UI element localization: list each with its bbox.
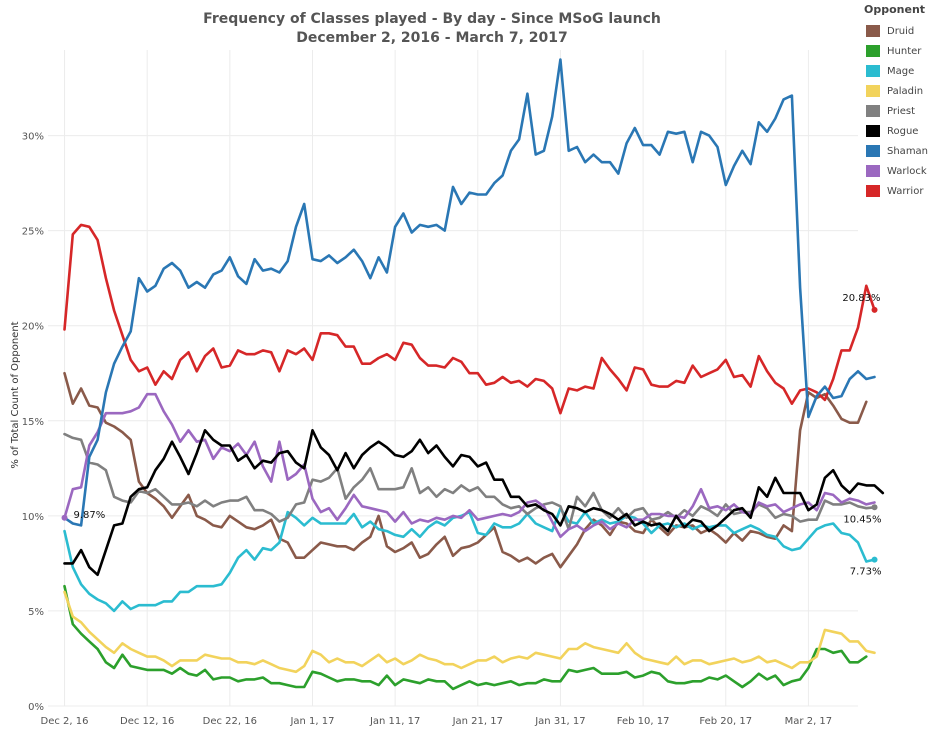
x-tick-label: Jan 21, 17 [452,716,503,727]
legend-title: Opponent [864,3,926,16]
annotation-marker-mage [871,556,878,563]
x-tick-label: Mar 2, 17 [785,716,833,727]
legend-swatch [866,25,880,37]
legend-item-rogue[interactable]: Rogue [862,121,941,141]
legend-label: Hunter [887,45,922,57]
legend-label: Mage [887,65,915,77]
x-tick-label: Dec 12, 16 [120,716,174,727]
legend-label: Druid [887,25,915,37]
legend-item-shaman[interactable]: Shaman [862,141,941,161]
series-line-hunter [63,584,868,691]
annotation-label-priest: 10.45% [843,514,881,525]
annotation-label-mage: 7.73% [850,567,882,578]
legend-item-hunter[interactable]: Hunter [862,41,941,61]
legend-swatch [866,125,880,137]
x-tick-label: Feb 20, 17 [699,716,752,727]
y-tick-label: 10% [22,512,44,523]
gridlines [48,50,858,707]
legend-label: Warlock [887,165,927,177]
legend: Opponent Druid Hunter Mage Paladin Priest Rog… [862,3,941,201]
legend-item-druid[interactable]: Druid [862,21,941,41]
y-tick-label: 0% [28,702,44,713]
annotation-marker-warlock [61,514,68,521]
y-axis: 0% 5% 10% 15% 20% 25% 30% [22,132,44,713]
legend-label: Rogue [887,125,919,137]
legend-label: Warrior [887,185,924,197]
x-tick-label: Jan 11, 17 [369,716,420,727]
y-tick-label: 5% [28,607,44,618]
legend-swatch [866,65,880,77]
annotation-marker-warrior [871,306,878,313]
series-lines [63,58,885,691]
legend-swatch [866,165,880,177]
legend-item-warlock[interactable]: Warlock [862,161,941,181]
x-tick-label: Dec 2, 16 [41,716,89,727]
annotation-label-warlock: 9.87% [74,510,106,521]
chart-subtitle: December 2, 2016 - March 7, 2017 [296,30,568,46]
legend-item-priest[interactable]: Priest [862,101,941,121]
legend-swatch [866,45,880,57]
series-line-druid [63,371,868,569]
series-line-priest [63,432,876,531]
legend-item-paladin[interactable]: Paladin [862,81,941,101]
annotation-label-warrior: 20.83% [842,293,880,304]
x-tick-label: Feb 10, 17 [617,716,670,727]
legend-label: Priest [887,105,916,117]
legend-swatch [866,185,880,197]
legend-items: Druid Hunter Mage Paladin Priest Rogue Shaman W… [862,21,941,201]
chart-title: Frequency of Classes played - By day - S… [203,11,661,27]
y-tick-label: 30% [22,132,44,143]
x-tick-label: Dec 22, 16 [203,716,257,727]
annotations: 9.87% 20.83% 10.45% 7.73% [61,293,882,578]
series-line-paladin [63,590,876,674]
series-line-rogue [63,428,885,577]
series-line-warrior [63,223,876,415]
legend-label: Paladin [887,85,924,97]
x-axis: Dec 2, 16 Dec 12, 16 Dec 22, 16 Jan 1, 17 Ja… [41,716,833,727]
legend-swatch [866,105,880,117]
legend-label: Shaman [887,145,929,157]
legend-item-warrior[interactable]: Warrior [862,181,941,201]
legend-swatch [866,145,880,157]
y-tick-label: 15% [22,417,44,428]
y-axis-title: % of Total Count of Opponent [10,321,21,468]
x-tick-label: Jan 31, 17 [534,716,585,727]
x-tick-label: Jan 1, 17 [289,716,334,727]
annotation-marker-priest [871,504,878,511]
y-tick-label: 25% [22,227,44,238]
series-line-shaman [63,58,876,527]
legend-swatch [866,85,880,97]
legend-item-mage[interactable]: Mage [862,61,941,81]
series-line-mage [63,506,876,613]
y-tick-label: 20% [22,322,44,333]
